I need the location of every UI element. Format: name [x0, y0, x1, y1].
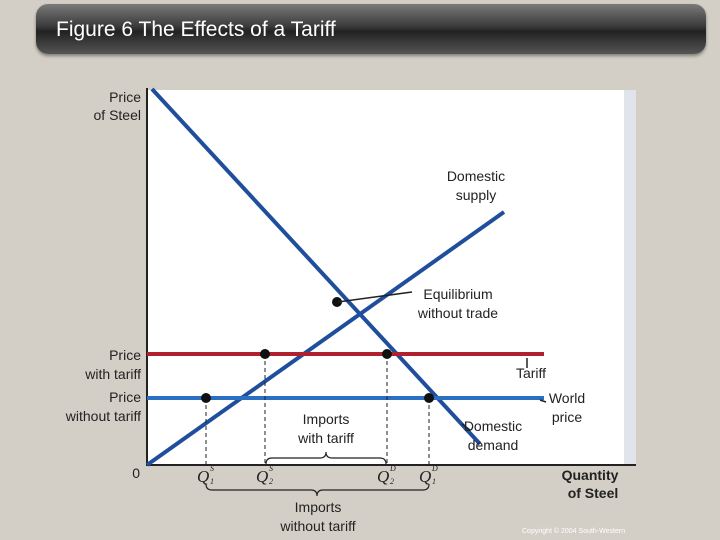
- title-bar: Figure 6 The Effects of a Tariff: [36, 4, 706, 54]
- q2d-superscript: D: [389, 464, 396, 473]
- world-price-label-2: price: [552, 409, 583, 425]
- q2d-subscript: 2: [390, 477, 394, 486]
- supply-label-1: Domestic: [447, 168, 505, 184]
- supply-label-2: supply: [456, 187, 496, 203]
- copyright-notice: Copyright © 2004 South-Western: [522, 528, 626, 535]
- q1d-subscript: 1: [432, 477, 436, 486]
- imports-with-tariff-label-1: Imports: [303, 411, 350, 427]
- imports-without-tariff-label-2: without tariff: [279, 518, 355, 534]
- q2d-label: Q D 2: [377, 464, 396, 486]
- y-axis-label-1: Price: [109, 89, 141, 105]
- q2s-letter: Q: [256, 467, 268, 486]
- q2d-letter: Q: [377, 467, 389, 486]
- imports-without-tariff-bracket: [205, 483, 430, 497]
- imports-with-tariff-bracket: [265, 451, 387, 465]
- plot-panel: [147, 90, 636, 464]
- x-axis-label-2: of Steel: [568, 485, 619, 501]
- q1d-letter: Q: [419, 467, 431, 486]
- world-price-pointer: [539, 399, 547, 403]
- q1d-label: Q D 1: [419, 464, 438, 486]
- price-with-tariff-label-2: with tariff: [84, 366, 141, 382]
- domestic-demand-curve: [150, 87, 482, 446]
- demand-label-1: Domestic: [464, 418, 522, 434]
- q2s-superscript: S: [269, 464, 273, 473]
- q2s-label: Q S 2: [256, 464, 273, 486]
- demand-label-2: demand: [468, 437, 519, 453]
- equilibrium-point: [332, 297, 342, 307]
- origin-label: 0: [132, 465, 140, 481]
- q2s-subscript: 2: [269, 477, 273, 486]
- y-axis-label-2: of Steel: [94, 107, 141, 123]
- slide-title: Figure 6 The Effects of a Tariff: [56, 18, 336, 41]
- price-without-tariff-label-1: Price: [109, 389, 141, 405]
- q1d-superscript: D: [431, 464, 438, 473]
- tariff-label: Tariff: [516, 365, 546, 381]
- plot-shadow: [624, 90, 636, 464]
- equilibrium-pointer: [337, 291, 413, 303]
- q2d-point: [382, 349, 392, 359]
- price-with-tariff-label-1: Price: [109, 347, 141, 363]
- demand-pointer: [461, 423, 471, 431]
- q1s-label: Q S 1: [197, 464, 214, 486]
- equilibrium-label-1: Equilibrium: [423, 286, 492, 302]
- price-without-tariff-label-2: without tariff: [65, 408, 141, 424]
- q1s-superscript: S: [210, 464, 214, 473]
- q1d-point: [424, 393, 434, 403]
- q1s-point: [201, 393, 211, 403]
- imports-with-tariff-label-2: with tariff: [297, 430, 354, 446]
- x-axis-label-1: Quantity: [562, 467, 619, 483]
- world-price-label-1: World: [549, 390, 585, 406]
- equilibrium-label-2: without trade: [417, 305, 498, 321]
- q1s-letter: Q: [197, 467, 209, 486]
- imports-without-tariff-label-1: Imports: [295, 499, 342, 515]
- q2s-point: [260, 349, 270, 359]
- q1s-subscript: 1: [210, 477, 214, 486]
